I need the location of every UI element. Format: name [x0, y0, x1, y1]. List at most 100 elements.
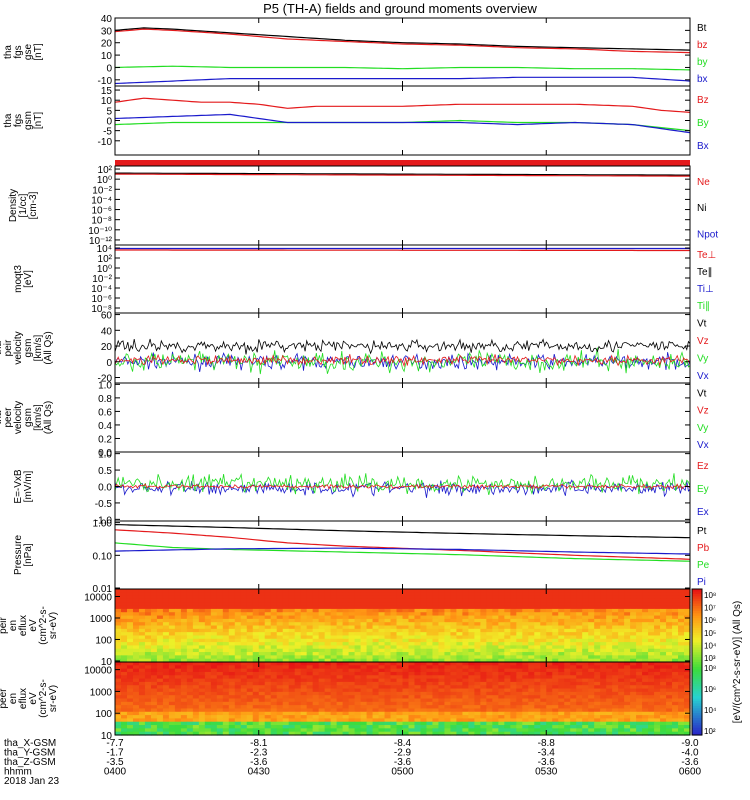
- heatmap-cell: [204, 648, 212, 653]
- heatmap-cell: [600, 675, 607, 680]
- heatmap-cell: [564, 645, 571, 650]
- heatmap-cell: [426, 668, 434, 673]
- heatmap-cell: [678, 695, 685, 700]
- heatmap-cell: [606, 681, 613, 686]
- heatmap-cell: [426, 731, 434, 736]
- heatmap-cell: [534, 638, 541, 643]
- heatmap-cell: [306, 655, 314, 660]
- heatmap-cell: [636, 728, 643, 733]
- heatmap-cell: [576, 628, 583, 633]
- heatmap-cell: [576, 662, 583, 666]
- heatmap-cell: [168, 602, 176, 607]
- heatmap-cell: [342, 625, 350, 630]
- heatmap-cell: [456, 635, 463, 640]
- heatmap-cell: [288, 731, 296, 736]
- heatmap-cell: [600, 728, 607, 733]
- heatmap-cell: [156, 675, 164, 680]
- heatmap-cell: [366, 638, 374, 643]
- heatmap-cell: [600, 598, 607, 603]
- heatmap-cell: [324, 589, 332, 593]
- heatmap-cell: [474, 675, 481, 680]
- heatmap-cell: [474, 658, 481, 663]
- heatmap-cell: [666, 695, 673, 700]
- heatmap-cell: [582, 701, 589, 706]
- heatmap-cell: [270, 698, 278, 703]
- heatmap-cell: [492, 642, 499, 647]
- heatmap-cell: [630, 665, 637, 670]
- heatmap-cell: [546, 675, 553, 680]
- heatmap-cell: [570, 731, 577, 736]
- heatmap-cell: [678, 701, 685, 706]
- heatmap-cell: [492, 731, 499, 736]
- heatmap-cell: [246, 655, 254, 660]
- heatmap-cell: [522, 678, 529, 683]
- heatmap-cell: [606, 602, 613, 607]
- heatmap-cell: [384, 715, 392, 720]
- heatmap-cell: [648, 695, 655, 700]
- heatmap-cell: [264, 608, 272, 613]
- heatmap-cell: [636, 638, 643, 643]
- heatmap-cell: [414, 715, 422, 720]
- heatmap-cell: [354, 645, 362, 650]
- colorbar-swatch: [692, 671, 702, 675]
- heatmap-cell: [420, 638, 428, 643]
- heatmap-cell: [318, 662, 326, 666]
- heatmap-cell: [672, 595, 679, 600]
- heatmap-cell: [528, 652, 535, 656]
- heatmap-cell: [300, 632, 308, 637]
- heatmap-cell: [552, 622, 559, 627]
- y-tick-label: 1.0: [98, 450, 112, 461]
- heatmap-cell: [678, 645, 685, 650]
- heatmap-cell: [438, 685, 446, 690]
- heatmap-cell: [612, 698, 619, 703]
- heatmap-cell: [192, 718, 200, 723]
- heatmap-cell: [612, 665, 619, 670]
- heatmap-cell: [420, 625, 428, 630]
- heatmap-cell: [372, 701, 380, 706]
- heatmap-cell: [678, 665, 685, 670]
- heatmap-cell: [642, 668, 649, 673]
- heatmap-cell: [324, 652, 332, 656]
- heatmap-cell: [648, 681, 655, 686]
- heatmap-cell: [348, 662, 356, 666]
- heatmap-cell: [420, 658, 428, 663]
- heatmap-cell: [528, 612, 535, 617]
- heatmap-cell: [216, 731, 224, 736]
- heatmap-cell: [360, 691, 368, 696]
- heatmap-cell: [150, 688, 158, 693]
- heatmap-cell: [234, 715, 242, 720]
- heatmap-cell: [240, 655, 248, 660]
- heatmap-cell: [522, 602, 529, 607]
- heatmap-cell: [324, 681, 332, 686]
- heatmap-cell: [252, 688, 260, 693]
- heatmap-cell: [504, 688, 511, 693]
- heatmap-cell: [588, 628, 595, 633]
- heatmap-cell: [636, 678, 643, 683]
- heatmap-cell: [228, 645, 236, 650]
- panel-4: Density[1/cc][cm-3]10²10⁰10⁻²10⁻⁴10⁻⁶10⁻…: [8, 165, 718, 247]
- heatmap-cell: [264, 618, 272, 623]
- series-Pb: [114, 529, 691, 560]
- heatmap-cell: [318, 675, 326, 680]
- heatmap-cell: [660, 685, 667, 690]
- heatmap-cell: [684, 715, 691, 720]
- heatmap-cell: [684, 632, 691, 637]
- heatmap-cell: [378, 638, 386, 643]
- heatmap-cell: [678, 715, 685, 720]
- heatmap-cell: [594, 608, 601, 613]
- heatmap-cell: [450, 615, 458, 620]
- heatmap-cell: [498, 662, 505, 666]
- heatmap-cell: [192, 625, 200, 630]
- heatmap-cell: [228, 595, 236, 600]
- heatmap-cell: [156, 632, 164, 637]
- heatmap-cell: [438, 725, 446, 729]
- heatmap-cell: [498, 698, 505, 703]
- heatmap-cell: [588, 662, 595, 666]
- heatmap-cell: [372, 635, 380, 640]
- heatmap-cell: [115, 721, 122, 726]
- colorbar-swatch: [692, 598, 702, 602]
- heatmap-cell: [360, 668, 368, 673]
- heatmap-cell: [414, 598, 422, 603]
- heatmap-cell: [115, 635, 122, 640]
- heatmap-cell: [258, 691, 266, 696]
